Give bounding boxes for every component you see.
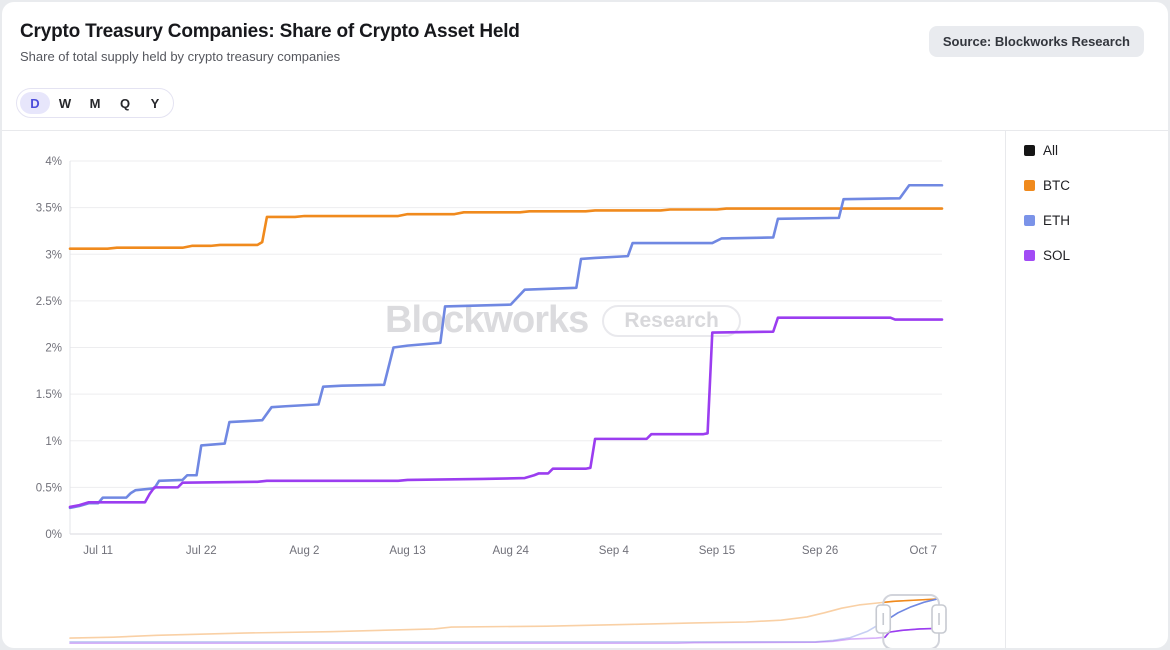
navigator-handle-left[interactable] — [875, 604, 892, 634]
y-tick-label: 1% — [45, 436, 62, 448]
legend-item-btc[interactable]: BTC — [1024, 178, 1168, 193]
range-selector: D W M Q Y — [16, 88, 174, 118]
page-subtitle: Share of total supply held by crypto tre… — [20, 49, 341, 64]
chart-section: Blockworks Research 0% 0.5% 1% 1.5% 2% 2.5% 3%… — [2, 130, 1168, 648]
y-tick-label: 4% — [45, 156, 62, 168]
legend-item-eth[interactable]: ETH — [1024, 213, 1168, 228]
navigator-line-btc — [69, 598, 938, 639]
x-tick-label: Aug 13 — [389, 545, 425, 557]
navigator-handle-right[interactable] — [931, 604, 947, 634]
legend-item-sol[interactable]: SOL — [1024, 248, 1168, 263]
y-tick-label: 0.5% — [36, 482, 62, 494]
range-button-weekly[interactable]: W — [50, 92, 80, 114]
legend-label-sol: SOL — [1043, 248, 1071, 263]
legend-label-eth: ETH — [1043, 213, 1070, 228]
navigator-line-eth — [69, 598, 938, 643]
series-line-btc — [68, 207, 944, 250]
legend-label-all: All — [1043, 143, 1059, 158]
x-tick-label: Jul 22 — [186, 545, 217, 557]
y-tick-label: 1.5% — [36, 389, 62, 401]
series-line-sol — [68, 316, 944, 509]
range-button-monthly[interactable]: M — [80, 92, 110, 114]
legend-swatch-all — [1024, 145, 1035, 156]
y-tick-label: 0% — [45, 529, 62, 541]
legend-item-all[interactable]: All — [1024, 143, 1168, 158]
navigator-line-sol — [69, 627, 938, 644]
range-button-quarterly[interactable]: Q — [110, 92, 140, 114]
y-tick-label: 2.5% — [36, 296, 62, 308]
chart-legend: All BTC ETH SOL — [1005, 131, 1168, 648]
main-chart-svg[interactable]: 0% 0.5% 1% 1.5% 2% 2.5% 3% 3.5% 4% Jul 11 Jul 22 Au… — [2, 131, 1005, 648]
x-tick-label: Sep 26 — [802, 545, 838, 557]
navigator-selection-window[interactable] — [882, 594, 940, 648]
y-tick-label: 2% — [45, 343, 62, 355]
range-button-daily[interactable]: D — [20, 92, 50, 114]
legend-label-btc: BTC — [1043, 178, 1070, 193]
source-badge: Source: Blockworks Research — [928, 26, 1144, 57]
x-tick-label: Oct 7 — [910, 545, 937, 557]
watermark-research-pill: Research — [602, 304, 741, 337]
x-tick-label: Sep 4 — [599, 545, 630, 557]
page-title: Crypto Treasury Companies: Share of Cryp… — [20, 21, 520, 42]
series-line-eth — [68, 183, 944, 510]
x-tick-label: Sep 15 — [699, 545, 735, 557]
y-tick-label: 3% — [45, 249, 62, 261]
x-tick-label: Aug 2 — [289, 545, 319, 557]
y-tick-label: 3.5% — [36, 203, 62, 215]
legend-swatch-sol — [1024, 250, 1035, 261]
range-button-yearly[interactable]: Y — [140, 92, 170, 114]
x-tick-label: Aug 24 — [492, 545, 529, 557]
x-tick-label: Jul 11 — [83, 545, 113, 557]
legend-swatch-eth — [1024, 215, 1035, 226]
legend-swatch-btc — [1024, 180, 1035, 191]
